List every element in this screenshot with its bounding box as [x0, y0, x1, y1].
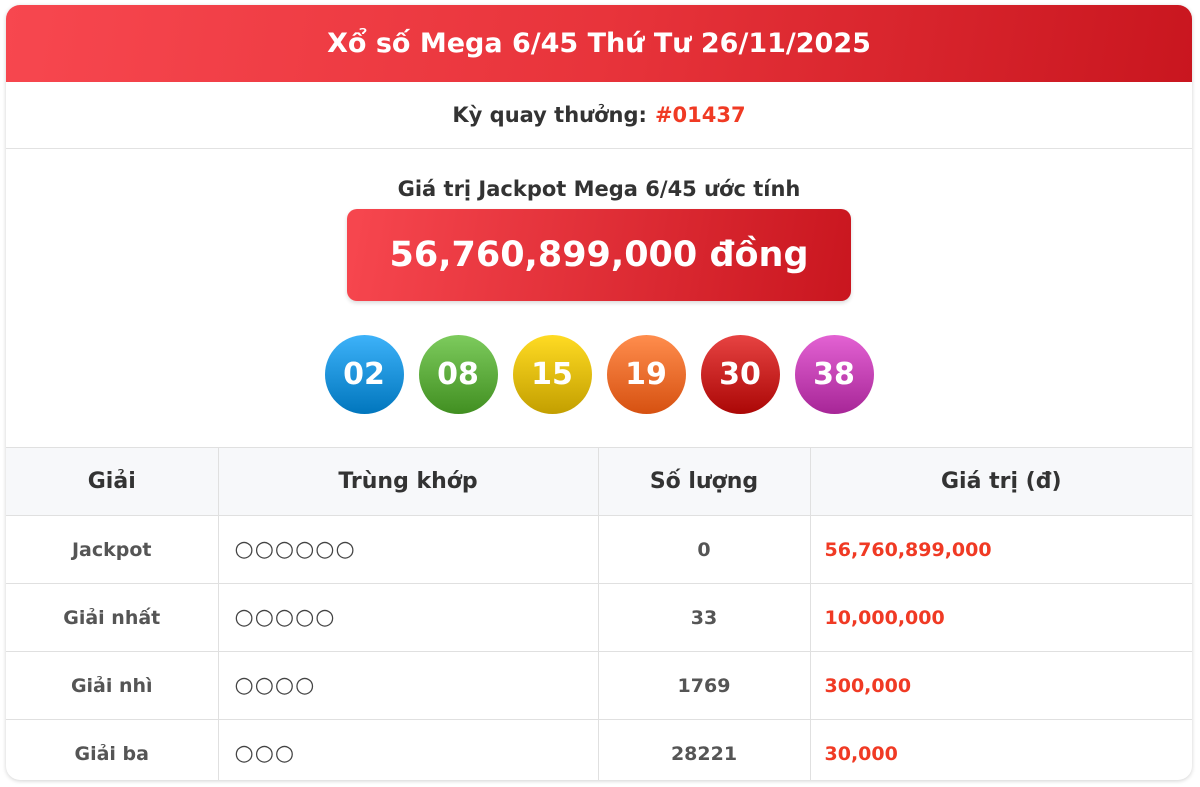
jackpot-label: Giá trị Jackpot Mega 6/45 ước tính	[397, 177, 801, 201]
col-value: Giá trị (đ)	[809, 447, 1192, 516]
table-row: Giải ba ○○○ 28221 30,000	[6, 719, 1192, 780]
number-ball: 19	[606, 335, 686, 414]
number-ball: 08	[418, 335, 498, 414]
match-cell: ○○○○○○	[217, 515, 599, 584]
table-header-row: Giải Trùng khớp Số lượng Giá trị (đ)	[6, 447, 1192, 516]
count-cell: 0	[597, 515, 811, 584]
draw-label: Kỳ quay thưởng:	[452, 103, 647, 127]
prize-cell: Jackpot	[6, 515, 219, 584]
number-ball: 15	[512, 335, 592, 414]
match-cell: ○○○○	[217, 651, 599, 720]
count-cell: 28221	[597, 719, 811, 780]
col-match: Trùng khớp	[217, 447, 599, 516]
results-card: Xổ số Mega 6/45 Thứ Tư 26/11/2025 Kỳ qua…	[6, 5, 1192, 780]
number-ball: 38	[794, 335, 874, 414]
prize-table: Giải Trùng khớp Số lượng Giá trị (đ) Jac…	[6, 447, 1192, 780]
number-ball: 02	[324, 335, 404, 414]
value-cell: 56,760,899,000	[809, 515, 1192, 584]
prize-cell: Giải ba	[6, 719, 219, 780]
table-row: Jackpot ○○○○○○ 0 56,760,899,000	[6, 515, 1192, 584]
value-cell: 300,000	[809, 651, 1192, 720]
match-cell: ○○○○○	[217, 583, 599, 652]
col-prize: Giải	[6, 447, 219, 516]
match-cell: ○○○	[217, 719, 599, 780]
count-cell: 33	[597, 583, 811, 652]
draw-number: #01437	[654, 103, 746, 127]
page-title: Xổ số Mega 6/45 Thứ Tư 26/11/2025	[6, 5, 1192, 82]
value-cell: 30,000	[809, 719, 1192, 780]
col-count: Số lượng	[597, 447, 811, 516]
count-cell: 1769	[597, 651, 811, 720]
prize-cell: Giải nhất	[6, 583, 219, 652]
value-cell: 10,000,000	[809, 583, 1192, 652]
jackpot-value: 56,760,899,000 đồng	[347, 209, 851, 301]
winning-numbers: 02 08 15 19 30 38	[6, 335, 1192, 414]
number-ball: 30	[700, 335, 780, 414]
prize-cell: Giải nhì	[6, 651, 219, 720]
table-row: Giải nhất ○○○○○ 33 10,000,000	[6, 583, 1192, 652]
draw-number-row: Kỳ quay thưởng: #01437	[6, 82, 1192, 149]
table-row: Giải nhì ○○○○ 1769 300,000	[6, 651, 1192, 720]
